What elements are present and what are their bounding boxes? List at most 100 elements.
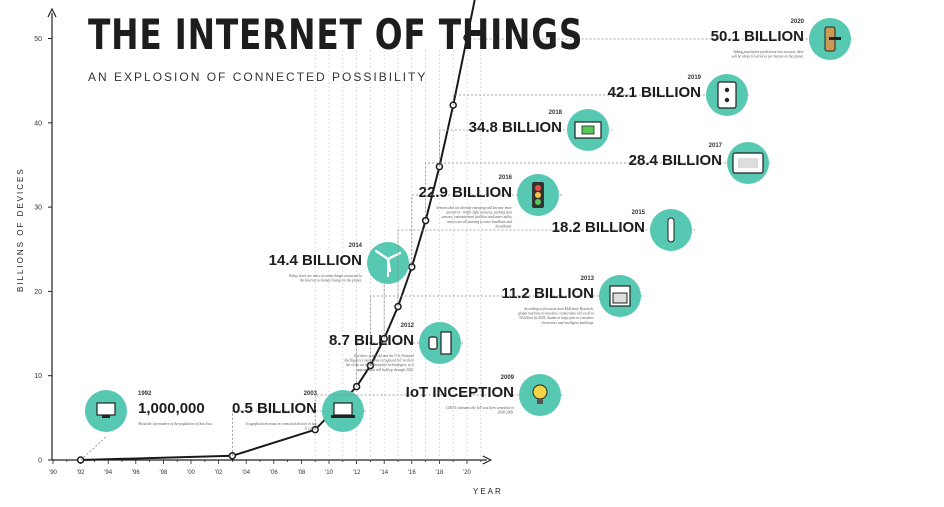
annotation-connector bbox=[370, 295, 644, 366]
x-tick-label: '16 bbox=[408, 470, 416, 476]
x-tick-label: '90 bbox=[49, 470, 57, 476]
annotation-connector bbox=[232, 410, 367, 456]
annotation-2003: 2003 0.5 BILLION A significant increase in… bbox=[232, 390, 367, 456]
x-tick-label: '18 bbox=[435, 470, 443, 476]
annotation-description-line: A significant increase in connected devi… bbox=[244, 422, 318, 426]
annotation-description-line: About the top number of the population o… bbox=[137, 422, 213, 426]
annotation-description-line: Taking population predictions into accou… bbox=[733, 50, 804, 55]
thermostat-icon bbox=[732, 152, 764, 174]
x-tick-label: '12 bbox=[353, 470, 361, 476]
annotation-value: 1,000,000 bbox=[138, 400, 205, 417]
annotation-description: Just three years old and the U.S. Nation… bbox=[343, 354, 415, 372]
annotation-year: 2019 bbox=[688, 75, 702, 81]
annotation-description-line: will be about 6.6 devices per human on t… bbox=[731, 55, 804, 59]
annotation-year: 2013 bbox=[581, 276, 595, 282]
annotation-value: IoT INCEPTION bbox=[406, 384, 514, 401]
computer-icon bbox=[96, 402, 116, 418]
y-tick-label: 50 bbox=[34, 36, 42, 43]
annotation-description-line: prevalent - traffic light cameras, parki… bbox=[445, 211, 513, 216]
annotation-2015: 2015 18.2 BILLION bbox=[397, 209, 695, 307]
smartwatch-icon bbox=[428, 336, 438, 350]
annotation-value: 0.5 BILLION bbox=[232, 400, 317, 417]
annotation-2017: 2017 28.4 BILLION bbox=[425, 142, 772, 221]
annotation-description-line: global machine-to-machine connections wi… bbox=[518, 312, 594, 316]
annotation-2018: 2018 34.8 BILLION bbox=[439, 109, 612, 167]
annotation-description-line: According to forecasts from McKinsey Res… bbox=[523, 307, 594, 312]
annotation-connector bbox=[383, 262, 412, 339]
outlet-icon-body bbox=[717, 81, 737, 109]
lightbulb-icon bbox=[532, 384, 548, 404]
y-tick-label: 40 bbox=[34, 120, 42, 127]
x-axis-arrow bbox=[482, 455, 493, 465]
annotation-description-line: list of the six most disruptive technolo… bbox=[346, 363, 415, 368]
y-axis-label: BILLIONS OF DEVICES bbox=[16, 167, 25, 292]
x-tick-label: '00 bbox=[187, 470, 195, 476]
annotation-description: Today, there are twice as many things co… bbox=[289, 274, 362, 283]
y-tick-label: 20 bbox=[34, 289, 42, 296]
y-tick-label: 30 bbox=[34, 205, 42, 212]
x-tick-label: '04 bbox=[242, 470, 250, 476]
fridge-icon bbox=[440, 331, 452, 355]
annotation-connector bbox=[80, 436, 107, 461]
toothbrush-icon bbox=[667, 217, 675, 243]
annotation-description: Taking population predictions into accou… bbox=[731, 50, 804, 59]
annotation-description-line: sensors, entertainment facilities and sm… bbox=[442, 215, 513, 220]
annotation-value: 34.8 BILLION bbox=[469, 119, 562, 136]
annotation-description-line: 2008-2009. bbox=[498, 411, 515, 415]
outlet-icon-socket-bottom bbox=[724, 97, 730, 103]
page-subtitle: AN EXPLOSION OF CONNECTED POSSIBILITY bbox=[88, 70, 428, 84]
traffic-light-red bbox=[535, 185, 541, 191]
annotation-description: According to forecasts from McKinsey Res… bbox=[518, 307, 595, 325]
toothbrush-icon-body bbox=[667, 217, 675, 243]
traffic-light-icon bbox=[532, 182, 544, 208]
annotation-value: 42.1 BILLION bbox=[608, 84, 701, 101]
computer-icon-base bbox=[102, 415, 110, 418]
page-title: THE INTERNET OF THINGS bbox=[88, 10, 584, 59]
laptop-icon-screen bbox=[333, 402, 353, 416]
annotation-connector bbox=[425, 162, 772, 221]
annotation-description-line: appears that will hold up through 2025. bbox=[357, 368, 414, 372]
x-tick-label: '02 bbox=[215, 470, 223, 476]
annotation-year: 2016 bbox=[499, 175, 513, 181]
traffic-light-green bbox=[535, 199, 541, 205]
annotation-year: 2017 bbox=[709, 143, 723, 149]
annotation-description-line: the Internet as human beings on the plan… bbox=[300, 279, 362, 283]
oven-icon-door bbox=[612, 292, 628, 304]
annotation-year: 2012 bbox=[401, 323, 415, 329]
x-tick-label: '96 bbox=[132, 470, 140, 476]
annotation-year: 2003 bbox=[304, 391, 318, 397]
annotation-year: 2020 bbox=[791, 19, 805, 25]
annotation-connector bbox=[397, 229, 695, 307]
annotation-description-line: electronics and intelligent buildings. bbox=[541, 321, 594, 325]
annotation-value: 18.2 BILLION bbox=[552, 219, 645, 236]
laptop-icon bbox=[331, 402, 355, 418]
smartwatch-fridge-icon bbox=[428, 331, 452, 355]
annotation-description-line: CISCO estimates the IoT was born sometim… bbox=[446, 406, 514, 410]
annotation-2016: 2016 22.9 BILLION Sensors that are already… bbox=[411, 174, 562, 267]
y-axis-arrow bbox=[47, 7, 57, 18]
annotation-description: CISCO estimates the IoT was born sometim… bbox=[446, 406, 514, 415]
annotation-connector bbox=[452, 94, 751, 106]
annotation-year: 2014 bbox=[349, 243, 363, 249]
smartwatch-fridge-icon-circle bbox=[419, 322, 461, 364]
money-icon-note bbox=[581, 125, 595, 135]
annotation-2019: 2019 42.1 BILLION bbox=[452, 74, 751, 116]
x-tick-label: '92 bbox=[77, 470, 85, 476]
x-tick-label: '10 bbox=[325, 470, 333, 476]
x-axis-label: YEAR bbox=[473, 487, 503, 496]
annotation-2020: 2020 50.1 BILLION Taking population predic… bbox=[466, 18, 854, 60]
annotation-description: About the top number of the population o… bbox=[137, 422, 213, 426]
annotation-description-line: Just three years old and the U.S. Nation… bbox=[354, 354, 414, 358]
annotation-value: 22.9 BILLION bbox=[419, 184, 512, 201]
annotation-description-line: 11 years. bbox=[304, 427, 317, 431]
annotation-value: 50.1 BILLION bbox=[711, 28, 804, 45]
annotation-connector bbox=[314, 394, 564, 430]
annotation-2013: 2013 11.2 BILLION According to forecasts f… bbox=[370, 275, 644, 366]
thermostat-icon-screen bbox=[738, 158, 758, 168]
annotation-description-line: broadband. bbox=[495, 224, 512, 228]
traffic-light-yellow bbox=[535, 192, 541, 198]
laptop-icon-base bbox=[331, 415, 355, 418]
annotation-description-line: Today, there are twice as many things co… bbox=[289, 274, 362, 279]
annotation-year: 1992 bbox=[138, 391, 152, 397]
